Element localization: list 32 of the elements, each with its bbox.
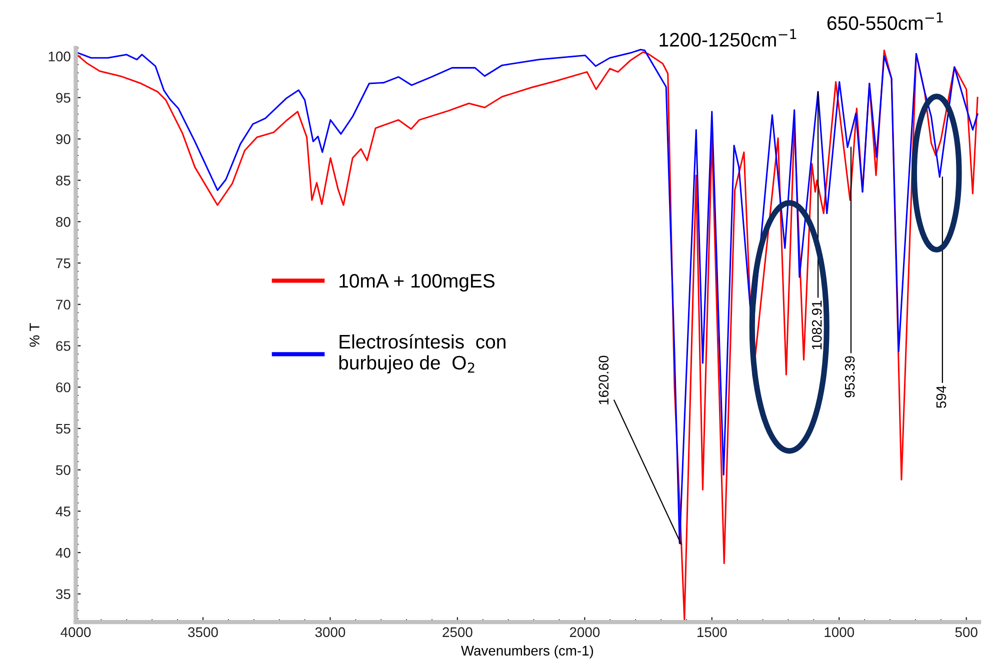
text: 650-550cm$^{−1}$ xyxy=(827,12,943,30)
x-tick-label: 500 xyxy=(955,627,978,638)
y-tick-label: 75 xyxy=(56,258,70,268)
y-tick-label: 85 xyxy=(56,176,70,186)
x-tick-label: 2500 xyxy=(442,627,472,638)
text: 1200-1250cm$^{−1}$ xyxy=(660,29,796,47)
annotation: 1082.91 xyxy=(812,300,822,350)
y-tick-label: 65 xyxy=(56,341,70,351)
y-tick-label: 60 xyxy=(56,382,70,392)
y-tick-label: 95 xyxy=(56,92,70,103)
y-tick-label: 45 xyxy=(56,506,70,516)
x-tick-label: 4000 xyxy=(60,627,91,638)
y-tick-label: 40 xyxy=(56,548,70,558)
y-tick-label: 90 xyxy=(56,134,70,144)
x-axis-title: Wavenumbers (cm-1) xyxy=(460,645,594,658)
x-tick-label: 2000 xyxy=(570,627,600,638)
annotation: 594 xyxy=(936,386,946,408)
annotation: 1620.60 xyxy=(598,356,609,404)
annotation: 953.39 xyxy=(844,356,855,398)
x-tick-label: 1500 xyxy=(698,627,727,638)
y-tick-label: 50 xyxy=(56,465,70,476)
y-tick-label: 80 xyxy=(56,217,70,227)
x-tick-label: 1000 xyxy=(824,627,854,638)
y-tick-label: 70 xyxy=(56,300,70,310)
x-tick-label: 3500 xyxy=(188,627,218,638)
y-tick-label: 35 xyxy=(56,589,70,600)
y-axis-title: % T xyxy=(30,323,40,347)
legend-label: 10mA + 100mgES xyxy=(340,274,494,292)
y-tick-label: 55 xyxy=(56,424,70,434)
legend-label: Electrosíntesis con burbujeo de O$_{2}$ xyxy=(339,334,506,374)
y-tick-label: 100 xyxy=(48,52,70,62)
x-tick-label: 3000 xyxy=(315,627,346,638)
